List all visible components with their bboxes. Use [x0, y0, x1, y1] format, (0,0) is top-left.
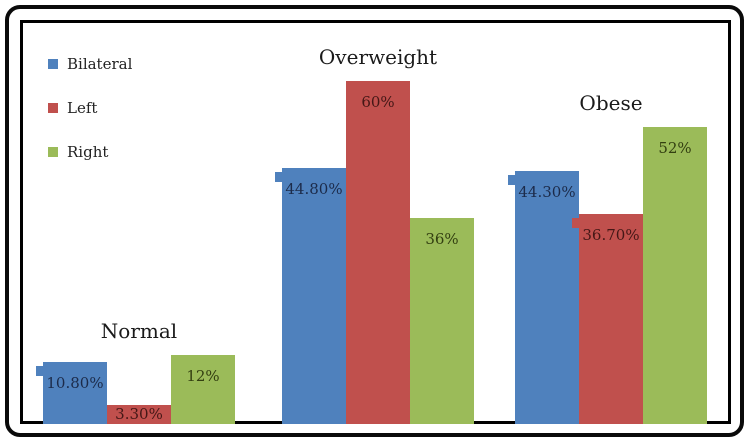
- data-label-right-obese: 52%: [658, 139, 692, 157]
- legend-item-bilateral: Bilateral: [48, 54, 133, 73]
- legend: Bilateral Left Right: [48, 54, 133, 188]
- bar-bilateral-normal: [43, 362, 107, 424]
- bar-bilateral-overweight: [282, 168, 346, 424]
- legend-label: Bilateral: [67, 54, 133, 73]
- bar-notch-artifact: [508, 175, 516, 185]
- bar-right-normal: [171, 355, 235, 424]
- data-label-bilateral-obese: 44.30%: [518, 183, 576, 201]
- legend-swatch-icon: [48, 58, 58, 69]
- bar-left-normal: [107, 405, 171, 424]
- bar-left-obese: [579, 214, 643, 424]
- bar-right-obese: [643, 127, 707, 424]
- bar-right-overweight: [410, 218, 474, 424]
- category-label-obese: Obese: [579, 91, 643, 115]
- data-label-left-obese: 36.70%: [582, 226, 640, 244]
- data-label-bilateral-normal: 10.80%: [46, 374, 104, 392]
- bar-bilateral-obese: [515, 171, 579, 424]
- legend-label: Right: [67, 142, 109, 161]
- legend-item-left: Left: [48, 98, 132, 117]
- bar-notch-artifact: [572, 218, 580, 228]
- bar-notch-artifact: [36, 366, 44, 376]
- data-label-right-normal: 12%: [186, 367, 220, 385]
- data-label-right-overweight: 36%: [425, 230, 459, 248]
- category-label-normal: Normal: [100, 319, 178, 343]
- bar-notch-artifact: [275, 172, 283, 182]
- data-label-bilateral-overweight: 44.80%: [285, 180, 343, 198]
- legend-item-right: Right: [48, 142, 132, 161]
- legend-swatch-icon: [48, 146, 58, 157]
- bar-left-overweight: [346, 81, 410, 424]
- legend-swatch-icon: [48, 102, 58, 113]
- chart-outer-border: [5, 5, 744, 437]
- legend-label: Left: [67, 98, 98, 117]
- category-label-overweight: Overweight: [318, 45, 438, 69]
- data-label-left-overweight: 60%: [361, 93, 395, 111]
- data-label-left-normal: 3.30%: [115, 405, 163, 423]
